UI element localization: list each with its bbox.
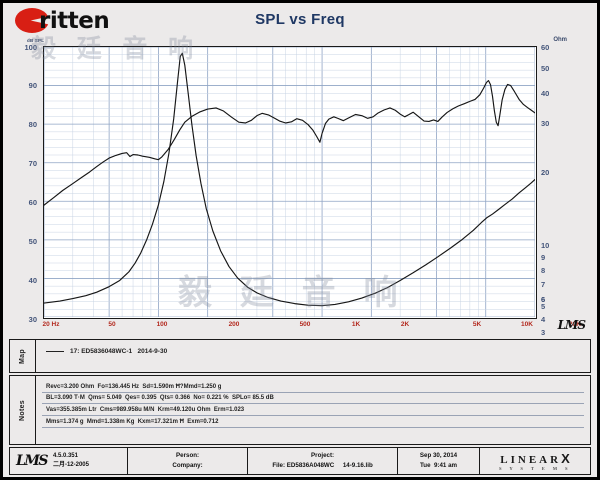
vendor-name-text: LINEAR bbox=[500, 454, 562, 466]
y-left-tick: 30 bbox=[28, 315, 37, 324]
app-build-date: 二月-12-2005 bbox=[52, 462, 89, 468]
vendor-logo: LINEARX S Y S T E M S bbox=[480, 448, 590, 474]
vendor-name: LINEARX bbox=[500, 451, 569, 466]
status-date-cell: Sep 30, 2014 Tue 9:41 am bbox=[398, 448, 480, 474]
y-right-tick: 8 bbox=[541, 266, 546, 275]
note-line: BL=3.090 T·M Qms= 5.049 Qes= 0.395 Qts= … bbox=[42, 393, 584, 405]
vendor-subtitle: S Y S T E M S bbox=[498, 466, 572, 471]
y-left-tick: 80 bbox=[28, 120, 37, 129]
y-right-tick: 10 bbox=[541, 241, 550, 250]
plot-area: dB SPL Ohm 100 90 80 70 60 50 40 30 60 5… bbox=[9, 36, 591, 337]
y-left-tick: 50 bbox=[28, 237, 37, 246]
x-tick: 500 bbox=[299, 321, 311, 328]
brand-name: ritten bbox=[39, 8, 110, 34]
chart-svg bbox=[44, 47, 535, 317]
map-row-label: Map bbox=[10, 340, 36, 372]
y-left-tick: 40 bbox=[28, 276, 37, 285]
status-bar: LMS 4.5.0.351 二月-12-2005 Person: Company… bbox=[9, 447, 591, 475]
y-axis-left-label: dB SPL bbox=[27, 38, 45, 43]
x-tick: 200 bbox=[228, 321, 240, 328]
page-title: SPL vs Freq bbox=[3, 11, 597, 28]
y-right-tick: 50 bbox=[541, 64, 550, 73]
legend[interactable]: 17: ED5836048WC-1 2014-9-30 bbox=[46, 348, 167, 355]
status-time: Tue 9:41 am bbox=[419, 462, 458, 469]
y-right-tick: 3 bbox=[541, 328, 546, 337]
vendor-mark: X bbox=[561, 451, 570, 466]
lms-logo: LMS bbox=[16, 453, 48, 469]
y-right-tick: 4 bbox=[541, 315, 546, 324]
company-label: Company: bbox=[172, 462, 203, 469]
x-tick: 20K bbox=[569, 321, 581, 328]
x-tick: 20 Hz bbox=[42, 321, 60, 328]
note-line: Vas=355.385m Ltr Cms=989.958u M/N Krm=49… bbox=[42, 404, 584, 417]
app-version: 4.5.0.351 bbox=[52, 453, 78, 459]
notes-list: Revc=3.200 Ohm Fo=136.445 Hz Sd=1.590m Ħ… bbox=[42, 381, 584, 428]
map-row: Map 17: ED5836048WC-1 2014-9-30 bbox=[9, 339, 591, 373]
y-right-tick: 6 bbox=[541, 295, 546, 304]
y-left-tick: 60 bbox=[28, 198, 37, 207]
page-title-text: SPL vs Freq bbox=[255, 11, 345, 28]
legend-swatch-icon bbox=[46, 351, 64, 352]
y-left-tick: 90 bbox=[28, 81, 37, 90]
y-axis-right-label: Ohm bbox=[553, 37, 567, 43]
note-line: Mms=1.374 g Mmd=1.338m Kg Kxm=17.321m Ħ … bbox=[42, 416, 584, 428]
map-row-label-text: Map bbox=[19, 348, 26, 364]
x-tick: 50 bbox=[108, 321, 116, 328]
x-tick: 5K bbox=[472, 321, 482, 328]
legend-entry-label: 17: ED5836048WC-1 2014-9-30 bbox=[70, 348, 168, 355]
file-label: File: ED5836A048WC 14-9.16.lib bbox=[272, 462, 373, 469]
x-tick: 100 bbox=[156, 321, 168, 328]
y-right-tick: 30 bbox=[541, 119, 550, 128]
notes-row-label: Notes bbox=[10, 376, 36, 444]
note-line: Revc=3.200 Ohm Fo=136.445 Hz Sd=1.590m Ħ… bbox=[42, 381, 584, 393]
notes-row: Notes Revc=3.200 Ohm Fo=136.445 Hz Sd=1.… bbox=[9, 375, 591, 445]
status-date: Sep 30, 2014 bbox=[419, 452, 458, 459]
y-right-tick: 5 bbox=[541, 302, 546, 311]
y-right-tick: 60 bbox=[541, 43, 550, 52]
y-right-tick: 20 bbox=[541, 168, 550, 177]
chart-header: ritten SPL vs Freq bbox=[3, 3, 597, 36]
notes-row-label-text: Notes bbox=[18, 399, 26, 421]
y-left-tick: 70 bbox=[28, 159, 37, 168]
x-tick: 10K bbox=[521, 321, 533, 328]
y-right-tick: 7 bbox=[541, 280, 546, 289]
status-project-cell[interactable]: Project: File: ED5836A048WC 14-9.16.lib bbox=[248, 448, 398, 474]
x-tick: 1K bbox=[351, 321, 361, 328]
y-left-tick: 100 bbox=[24, 43, 37, 52]
lms-signature: LMS bbox=[557, 318, 586, 332]
y-right-tick: 6 bbox=[541, 295, 546, 304]
app-version-block: 4.5.0.351 二月-12-2005 bbox=[53, 452, 89, 470]
status-person-cell[interactable]: Person: Company: bbox=[128, 448, 249, 474]
y-right-tick: 9 bbox=[541, 253, 546, 262]
y-right-tick: 40 bbox=[541, 89, 550, 98]
status-app-cell: LMS 4.5.0.351 二月-12-2005 bbox=[10, 448, 128, 474]
plot-canvas[interactable] bbox=[43, 46, 537, 319]
person-label: Person: bbox=[176, 452, 200, 459]
x-tick: 2K bbox=[400, 321, 410, 328]
project-label: Project: bbox=[311, 452, 335, 459]
